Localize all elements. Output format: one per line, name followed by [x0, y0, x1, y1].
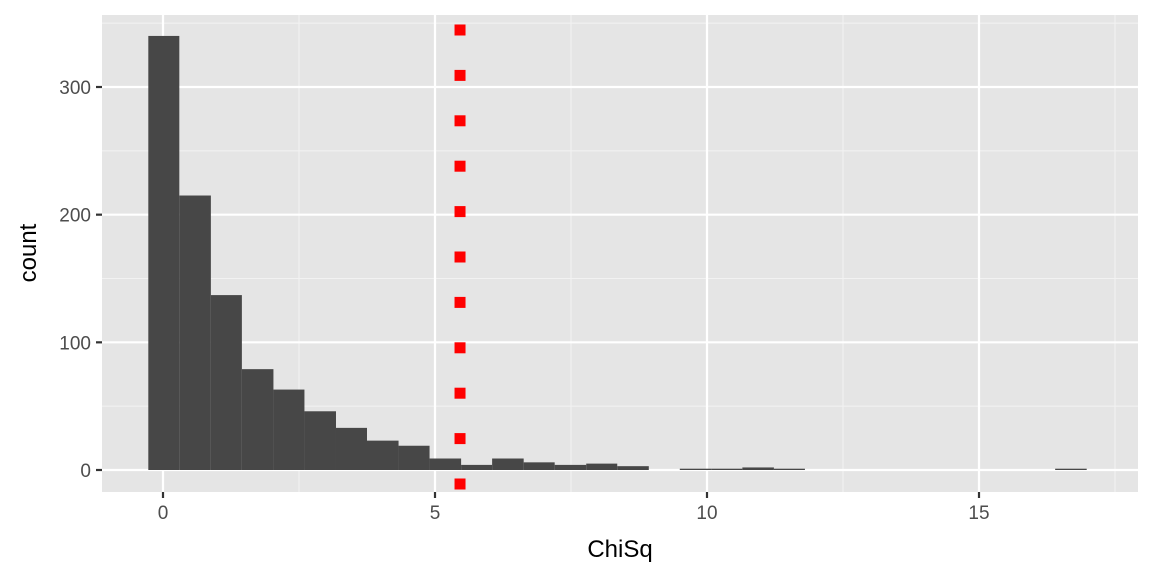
histogram-bar [523, 462, 555, 470]
x-axis-title: ChiSq [587, 536, 652, 563]
histogram-bar [586, 463, 618, 470]
x-tick-label: 10 [696, 503, 717, 524]
histogram-bar [554, 464, 587, 470]
histogram-bar [241, 369, 274, 470]
histogram-bar [367, 440, 399, 470]
x-tick-label: 0 [158, 503, 169, 524]
histogram-bar [773, 468, 805, 470]
histogram-bar [335, 427, 367, 470]
y-tick-label: 300 [59, 78, 91, 99]
histogram-bar [742, 467, 774, 470]
grid-minor [102, 15, 1138, 492]
y-tick-label: 100 [59, 333, 91, 354]
y-tick-label: 0 [80, 461, 91, 482]
histogram-bar [304, 411, 336, 470]
histogram-bar [273, 389, 305, 470]
histogram-bar [210, 295, 242, 470]
x-tick-label: 5 [430, 503, 441, 524]
histogram-bar [429, 458, 462, 470]
x-tick-label: 15 [968, 503, 989, 524]
y-axis-title: count [15, 223, 42, 282]
histogram-bar [492, 458, 524, 470]
histogram-bar [461, 464, 493, 470]
histogram-bar [179, 195, 211, 470]
y-tick-label: 200 [59, 206, 91, 227]
histogram-bars [148, 35, 1087, 470]
histogram-bar [1055, 468, 1087, 470]
histogram-bar [679, 468, 712, 470]
histogram-bar [711, 468, 743, 470]
histogram-bar [617, 466, 649, 470]
reference-line [454, 24, 466, 490]
histogram-bar [148, 35, 180, 470]
y-axis: 0 100 200 300 [59, 78, 102, 482]
histogram-bar [398, 445, 430, 470]
x-axis: 0 5 10 15 [158, 492, 990, 524]
